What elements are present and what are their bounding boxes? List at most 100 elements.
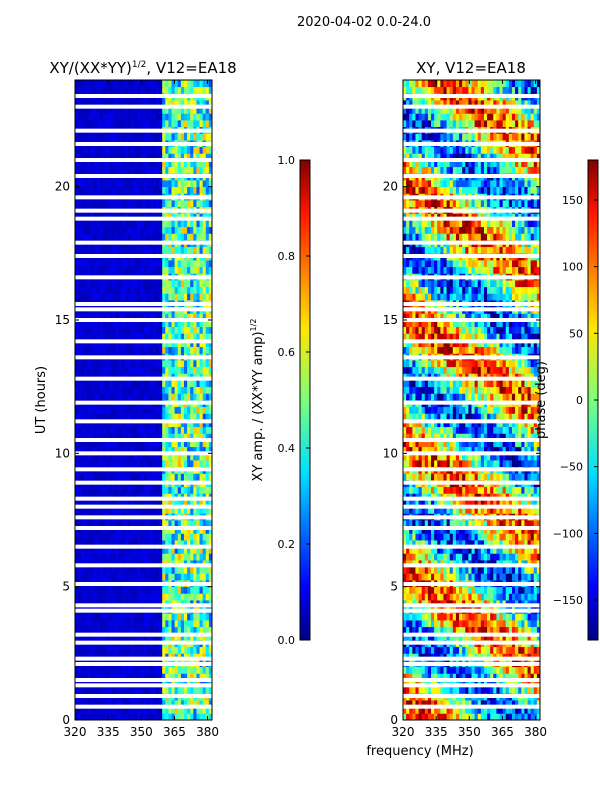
heatmap-cell <box>121 266 126 274</box>
heatmap-cell <box>165 700 169 708</box>
heatmap-cell <box>140 626 144 634</box>
heatmap-cell <box>149 200 154 208</box>
heatmap-cell <box>162 526 166 534</box>
heatmap-cell <box>196 226 200 234</box>
heatmap-cell <box>134 226 138 234</box>
heatmap-cell <box>199 426 204 434</box>
heatmap-cell <box>180 453 185 461</box>
heatmap-cell <box>131 426 135 434</box>
heatmap-cell <box>187 80 191 88</box>
heatmap-cell <box>121 586 126 594</box>
heatmap-cell <box>143 573 148 581</box>
heatmap-cell <box>202 673 207 681</box>
heatmap-cell <box>118 633 123 641</box>
heatmap-cell <box>96 706 101 714</box>
heatmap-cell <box>155 346 160 354</box>
heatmap-cell <box>121 280 126 288</box>
heatmap-cell <box>118 386 123 394</box>
heatmap-cell <box>162 113 166 121</box>
heatmap-cell <box>137 473 141 481</box>
heatmap-cell <box>121 153 126 161</box>
heatmap-cell <box>502 646 507 654</box>
heatmap-cell <box>140 520 144 528</box>
heatmap-cell <box>149 286 154 294</box>
heatmap-cell <box>162 260 166 268</box>
heatmap-cell <box>87 220 91 228</box>
heatmap-cell <box>127 566 132 574</box>
heatmap-cell <box>109 460 113 468</box>
heatmap-cell <box>81 533 85 541</box>
heatmap-cell <box>165 686 169 694</box>
heatmap-cell <box>152 380 157 388</box>
heatmap-cell <box>165 573 169 581</box>
heatmap-cell <box>199 106 204 114</box>
heatmap-cell <box>78 366 82 374</box>
heatmap-cell <box>187 713 191 720</box>
heatmap-cell <box>208 626 212 634</box>
heatmap-cell <box>449 666 454 674</box>
heatmap-cell <box>159 633 163 641</box>
heatmap-cell <box>127 626 132 634</box>
heatmap-cell <box>202 646 207 654</box>
heatmap-cell <box>146 293 151 301</box>
heatmap-cell <box>437 686 441 694</box>
heatmap-cell <box>140 326 144 334</box>
heatmap-cell <box>208 713 212 720</box>
heatmap-cell <box>75 200 79 208</box>
heatmap-cell <box>190 553 194 561</box>
heatmap-cell <box>183 133 188 141</box>
heatmap-cell <box>424 626 429 634</box>
heatmap-cell <box>183 633 188 641</box>
heatmap-cell <box>427 620 432 628</box>
heatmap-cell <box>493 646 497 654</box>
heatmap-cell <box>124 313 129 321</box>
heatmap-cell <box>134 320 138 328</box>
heatmap-cell <box>524 626 528 634</box>
heatmap-cell <box>524 646 528 654</box>
heatmap-cell <box>208 700 212 708</box>
heatmap-cell <box>180 546 185 554</box>
heatmap-cell <box>177 566 182 574</box>
heatmap-cell <box>84 426 88 434</box>
heatmap-cell <box>93 380 98 388</box>
heatmap-cell <box>183 346 188 354</box>
heatmap-cell <box>202 320 207 328</box>
heatmap-cell <box>137 380 141 388</box>
heatmap-cell <box>424 613 429 621</box>
heatmap-cell <box>202 586 207 594</box>
heatmap-cell <box>421 613 426 621</box>
heatmap-cell <box>403 626 407 634</box>
heatmap-cell <box>180 233 185 241</box>
heatmap-cell <box>462 633 466 641</box>
heatmap-cell <box>183 566 188 574</box>
heatmap-cell <box>131 533 135 541</box>
heatmap-cell <box>103 540 107 548</box>
heatmap-cell <box>99 220 104 228</box>
heatmap-cell <box>171 526 176 534</box>
heatmap-cell <box>165 673 169 681</box>
heatmap-cell <box>93 226 98 234</box>
heatmap-cell <box>174 233 179 241</box>
heatmap-cell <box>103 186 107 194</box>
heatmap-cell <box>84 526 88 534</box>
heatmap-cell <box>205 286 210 294</box>
heatmap-cell <box>208 706 212 714</box>
heatmap-cell <box>162 673 166 681</box>
heatmap-cell <box>155 233 160 241</box>
heatmap-cell <box>118 146 123 154</box>
heatmap-cell <box>99 86 104 94</box>
heatmap-cell <box>124 673 129 681</box>
heatmap-cell <box>84 666 88 674</box>
heatmap-cell <box>96 260 101 268</box>
heatmap-cell <box>112 286 116 294</box>
heatmap-cell <box>171 686 176 694</box>
heatmap-cell <box>87 360 91 368</box>
heatmap-cell <box>84 446 88 454</box>
heatmap-cell <box>90 100 95 108</box>
heatmap-cell <box>96 546 101 554</box>
heatmap-cell <box>78 326 82 334</box>
heatmap-cell <box>193 326 197 334</box>
heatmap-cell <box>187 313 191 321</box>
heatmap-cell <box>202 280 207 288</box>
heatmap-cell <box>131 566 135 574</box>
